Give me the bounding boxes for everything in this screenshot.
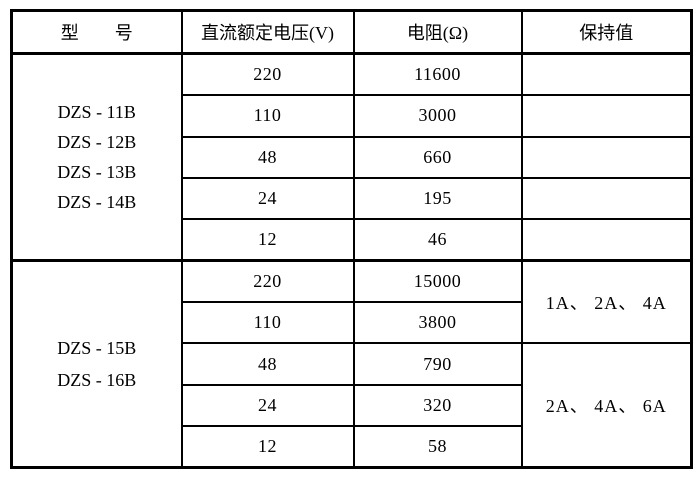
hold-cell-merged: 1A、 2A、 4A [520,259,693,345]
table-row: 24 320 [12,383,692,428]
model-name: DZS - 12B [57,132,137,153]
voltage-cell: 110 [180,301,355,345]
voltage-cell: 48 [180,342,355,386]
resistance-cell: 11600 [352,52,523,97]
resistance-cell: 320 [352,383,523,428]
header-voltage: 直流额定电压(V) [180,9,355,56]
table-row: 48 790 2A、 4A、 6A [12,342,693,469]
model-name: DZS - 14B [57,192,137,213]
resistance-cell: 58 [352,425,523,469]
resistance-cell: 3800 [352,301,523,345]
table-row: DZS - 11B DZS - 12B DZS - 13B DZS - 14B … [10,52,693,262]
header-resistance: 电阻(Ω) [352,9,523,56]
hold-cell [520,52,693,97]
voltage-cell: 24 [180,176,355,221]
voltage-cell: 220 [180,52,355,97]
header-hold: 保持值 [520,9,693,56]
voltage-cell: 12 [180,425,355,469]
model-list: DZS - 15B DZS - 16B [57,332,136,396]
resistance-cell: 660 [352,135,523,179]
resistance-cell: 46 [352,218,523,262]
table-row: 110 3000 [12,94,693,138]
hold-cell [520,135,693,179]
model-cell-group2: DZS - 15B DZS - 16B [10,259,183,469]
hold-cell [520,218,693,262]
resistance-cell: 195 [352,176,523,221]
resistance-cell: 790 [352,342,523,386]
hold-cell-merged: 2A、 4A、 6A [520,342,693,469]
model-list: DZS - 11B DZS - 12B DZS - 13B DZS - 14B [57,97,136,217]
table-row: 48 660 [12,135,693,179]
table-row: 110 3800 [12,301,692,345]
table-row: 24 195 [12,176,693,221]
table-header-row: 型 号 直流额定电压(V) 电阻(Ω) 保持值 [10,9,693,56]
hold-cell [520,94,693,138]
voltage-cell: 12 [180,218,355,262]
model-name: DZS - 11B [57,102,136,123]
spec-table: 型 号 直流额定电压(V) 电阻(Ω) 保持值 DZS - 11B DZS - … [10,9,693,469]
resistance-cell: 15000 [352,259,523,304]
header-model: 型 号 [10,9,183,56]
model-cell-group1: DZS - 11B DZS - 12B DZS - 13B DZS - 14B [10,52,183,262]
resistance-cell: 3000 [352,94,523,138]
voltage-cell: 24 [180,383,355,428]
model-name: DZS - 13B [57,162,137,183]
table-row: 12 58 [12,425,692,469]
voltage-cell: 48 [180,135,355,179]
table-row: 12 46 [12,218,693,262]
model-name: DZS - 15B [57,338,137,359]
voltage-cell: 220 [180,259,355,304]
hold-cell [520,176,693,221]
model-name: DZS - 16B [57,370,137,391]
table-row: DZS - 15B DZS - 16B 220 15000 1A、 2A、 4A [10,259,693,469]
voltage-cell: 110 [180,94,355,138]
